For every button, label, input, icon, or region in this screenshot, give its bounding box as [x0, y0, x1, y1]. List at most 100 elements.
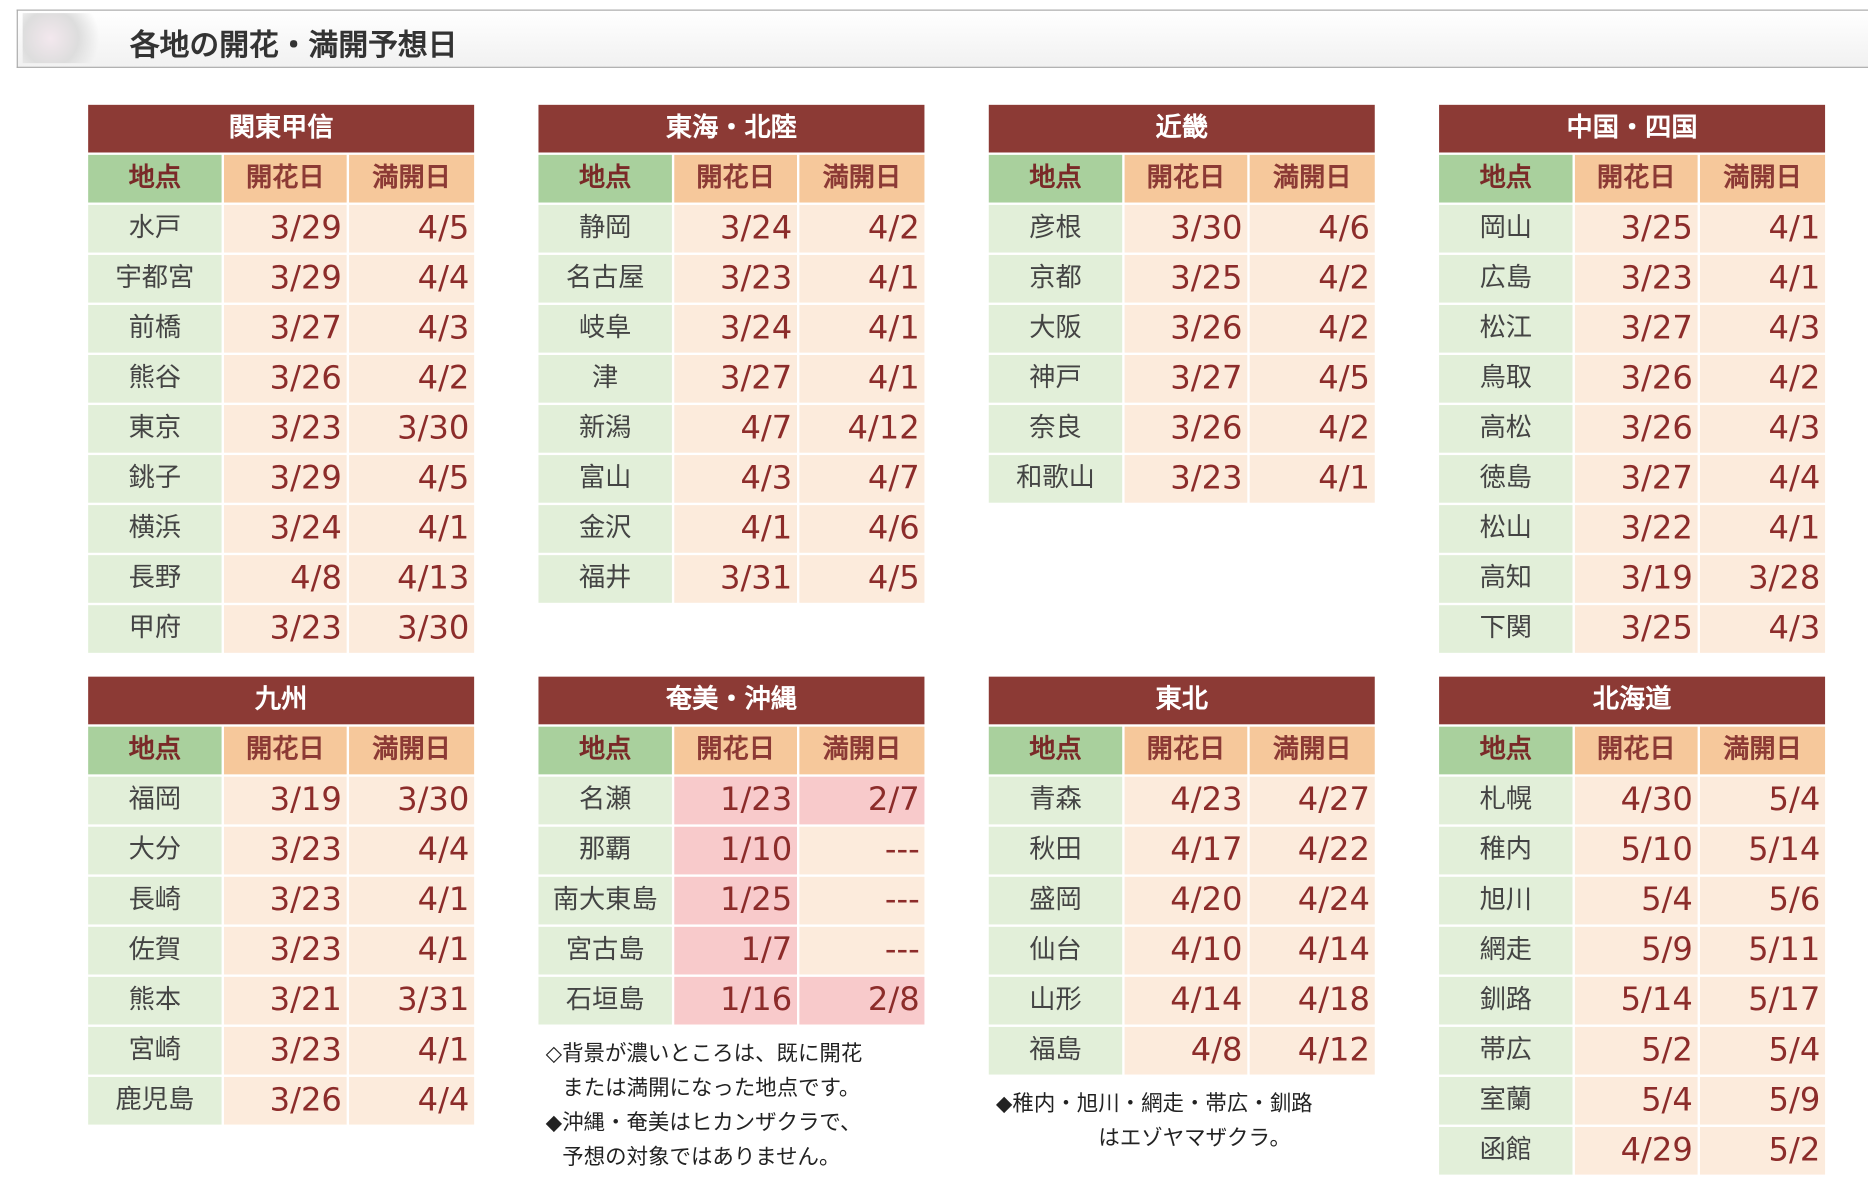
note-line: または満開になった地点です。: [562, 1075, 861, 1101]
date-cell: ---: [799, 926, 925, 975]
date-cell: 4/1: [799, 355, 925, 403]
date-cell: 4/6: [1249, 204, 1375, 253]
column-header: 地点: [988, 726, 1123, 775]
column-header: 満開日: [349, 154, 475, 203]
date-cell: 3/23: [223, 826, 347, 875]
location-cell: 長野: [88, 555, 222, 603]
date-cell: 4/5: [349, 204, 475, 253]
date-cell: 2/8: [799, 976, 925, 1025]
date-cell: 3/27: [1574, 455, 1698, 503]
date-cell: 3/23: [223, 1026, 347, 1075]
date-cell: 4/22: [1249, 826, 1375, 875]
location-cell: 新潟: [538, 405, 672, 453]
date-cell: 4/1: [1699, 204, 1826, 253]
date-cell: 3/26: [1124, 405, 1248, 453]
date-cell: 4/5: [1249, 355, 1375, 403]
location-cell: 青森: [988, 776, 1123, 825]
date-cell: 3/19: [223, 776, 347, 825]
date-cell: 4/18: [1249, 976, 1375, 1025]
location-cell: 東京: [88, 405, 222, 453]
location-cell: 横浜: [88, 505, 222, 553]
location-cell: 松江: [1439, 304, 1573, 353]
location-cell: 室蘭: [1439, 1076, 1573, 1125]
column-header: 開花日: [1124, 726, 1248, 775]
date-cell: 4/8: [1124, 1026, 1248, 1075]
date-cell: 4/29: [1574, 1126, 1698, 1175]
location-cell: 石垣島: [538, 976, 672, 1025]
column-header: 満開日: [1249, 154, 1375, 203]
location-cell: 佐賀: [88, 926, 222, 975]
date-cell: 4/13: [349, 555, 475, 603]
location-cell: 南大東島: [538, 876, 672, 925]
region-title: 北海道: [1439, 676, 1826, 725]
location-cell: 広島: [1439, 254, 1573, 303]
location-cell: 宮古島: [538, 926, 672, 975]
region-title: 中国・四国: [1439, 104, 1826, 153]
date-cell: 4/12: [1249, 1026, 1375, 1075]
date-cell: 3/30: [349, 776, 475, 825]
date-cell: 3/25: [1574, 605, 1698, 653]
date-cell: 3/31: [674, 555, 797, 603]
date-cell: 3/24: [223, 505, 347, 553]
column-header: 開花日: [223, 726, 347, 775]
date-cell: 5/2: [1699, 1126, 1826, 1175]
location-cell: 和歌山: [988, 455, 1123, 503]
location-cell: 山形: [988, 976, 1123, 1025]
date-cell: 4/2: [1249, 405, 1375, 453]
note-line: ◆稚内・旭川・網走・帯広・釧路: [995, 1091, 1313, 1117]
column-header: 地点: [88, 154, 222, 203]
location-cell: 富山: [538, 455, 672, 503]
date-cell: 3/23: [223, 605, 347, 653]
date-cell: 3/26: [1124, 304, 1248, 353]
date-cell: 3/23: [674, 254, 797, 303]
date-cell: 3/26: [1574, 355, 1698, 403]
date-cell: 4/7: [799, 455, 925, 503]
note-line: 予想の対象ではありません。: [562, 1144, 841, 1170]
location-cell: 釧路: [1439, 976, 1573, 1025]
location-cell: 金沢: [538, 505, 672, 553]
location-cell: 網走: [1439, 926, 1573, 975]
date-cell: 4/1: [799, 254, 925, 303]
date-cell: 5/14: [1574, 976, 1698, 1025]
date-cell: 3/29: [223, 204, 347, 253]
date-cell: 3/29: [223, 254, 347, 303]
date-cell: 5/6: [1699, 876, 1826, 925]
region-title: 関東甲信: [88, 104, 475, 153]
region-title: 東北: [988, 676, 1375, 725]
date-cell: 5/4: [1574, 1076, 1698, 1125]
location-cell: 那覇: [538, 826, 672, 875]
location-cell: 京都: [988, 254, 1123, 303]
date-cell: 4/14: [1124, 976, 1248, 1025]
date-cell: 3/25: [1574, 204, 1698, 253]
date-cell: 5/9: [1574, 926, 1698, 975]
date-cell: 4/3: [1699, 605, 1826, 653]
date-cell: 1/16: [674, 976, 797, 1025]
date-cell: 4/4: [349, 254, 475, 303]
column-header: 地点: [988, 154, 1123, 203]
date-cell: 5/4: [1574, 876, 1698, 925]
location-cell: 下関: [1439, 605, 1573, 653]
date-cell: 4/30: [1574, 776, 1698, 825]
date-cell: 3/27: [223, 304, 347, 353]
column-header: 満開日: [1249, 726, 1375, 775]
date-cell: 3/24: [674, 304, 797, 353]
date-cell: 1/23: [674, 776, 797, 825]
location-cell: 岐阜: [538, 304, 672, 353]
date-cell: 3/23: [223, 405, 347, 453]
date-cell: 3/22: [1574, 505, 1698, 553]
date-cell: 3/26: [223, 355, 347, 403]
date-cell: 4/24: [1249, 876, 1375, 925]
date-cell: 4/1: [349, 876, 475, 925]
column-header: 満開日: [799, 154, 925, 203]
location-cell: 高松: [1439, 405, 1573, 453]
location-cell: 水戸: [88, 204, 222, 253]
location-cell: 札幌: [1439, 776, 1573, 825]
location-cell: 稚内: [1439, 826, 1573, 875]
column-header: 地点: [538, 726, 672, 775]
location-cell: 盛岡: [988, 876, 1123, 925]
location-cell: 福岡: [88, 776, 222, 825]
date-cell: 3/26: [1574, 405, 1698, 453]
location-cell: 大分: [88, 826, 222, 875]
date-cell: 5/9: [1699, 1076, 1826, 1125]
page-title: 各地の開花・満開予想日: [129, 27, 458, 62]
